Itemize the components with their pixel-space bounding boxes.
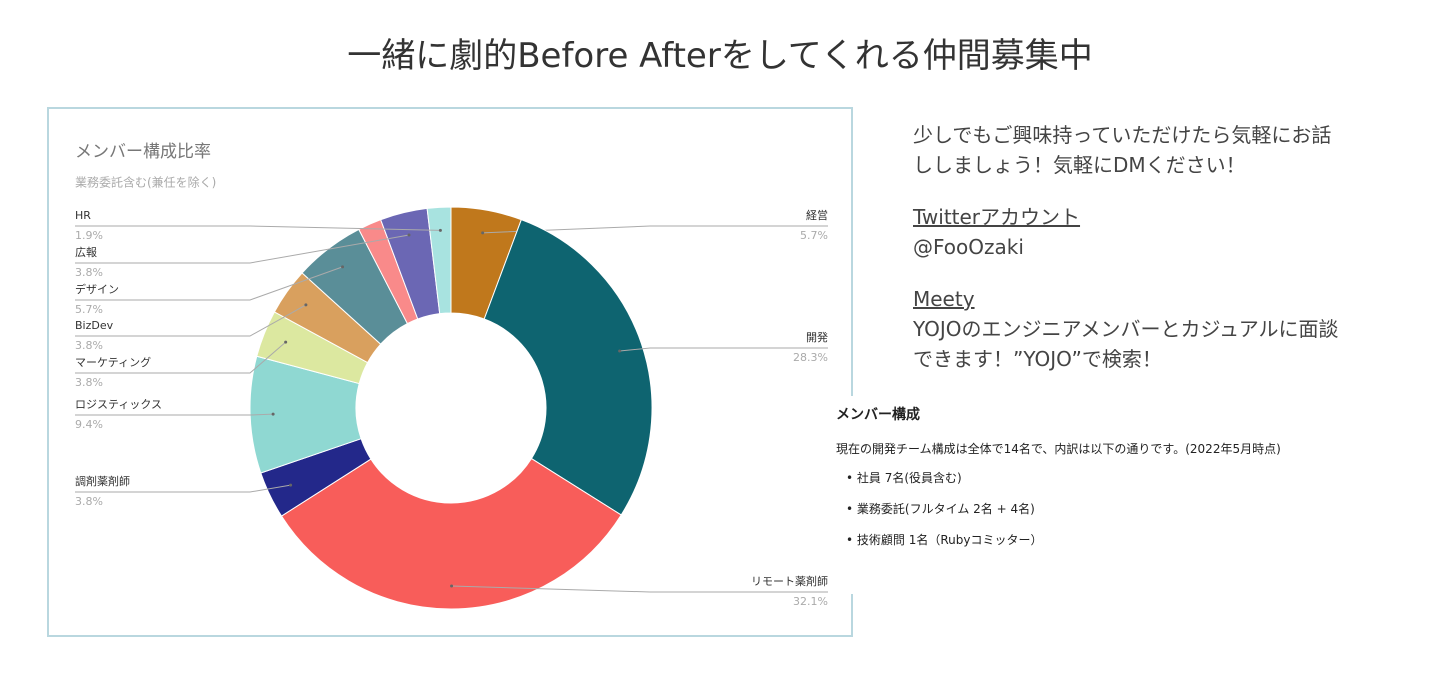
leader-line: [75, 234, 410, 264]
value-label: 9.4%: [75, 418, 103, 431]
slice: [483, 219, 653, 516]
message: 少しでもご興味持っていただけたら気軽にお話 ししましょう！気軽にDMください！ …: [913, 120, 1339, 374]
value-label: 5.7%: [800, 229, 828, 242]
inset-title: メンバー構成: [836, 407, 920, 423]
leader-dot: [284, 340, 288, 344]
leader-dot: [450, 584, 454, 588]
leader-line: [75, 266, 343, 301]
leader-dot: [407, 233, 411, 237]
category-label: マーケティング: [75, 355, 151, 369]
category-label: 広報: [75, 246, 97, 259]
leader-line: [75, 341, 286, 374]
bullet: • 社員 7名(役員含む): [846, 471, 962, 485]
leader-line: [75, 225, 441, 231]
bullet-text: 技術顧問 1名（Rubyコミッター）: [856, 533, 1043, 547]
link[interactable]: Twitterアカウント: [913, 205, 1081, 229]
leader-line: [451, 585, 828, 593]
category-label: リモート薬剤師: [751, 574, 828, 588]
chart-title: メンバー構成比率: [75, 142, 211, 162]
category-label: 経営: [806, 208, 828, 222]
value-label: 5.7%: [75, 303, 103, 316]
category-label: デザイン: [75, 282, 119, 296]
bullet-text: 業務委託(フルタイム 2名 + 4名): [856, 502, 1035, 516]
text: ししましょう！気軽にDMください！: [913, 153, 1246, 177]
leader-dot: [341, 265, 345, 269]
leader-line: [75, 484, 291, 493]
value-label: 3.8%: [75, 339, 103, 352]
text: @FooOzaki: [913, 235, 1024, 259]
leader-dot: [618, 349, 622, 353]
text: YOJOのエンジニアメンバーとカジュアルに面談: [913, 317, 1339, 341]
leader-line: [75, 413, 274, 416]
chart-subtitle: 業務委託含む(兼任を除く): [75, 175, 216, 190]
leader-dot: [438, 228, 442, 232]
inset-text: 現在の開発チーム構成は全体で14名で、内訳は以下の通りです。(2022年5月時点…: [836, 442, 1281, 456]
category-label: 開発: [806, 330, 828, 344]
leader-dot: [304, 303, 308, 307]
slice: [426, 206, 452, 315]
category-label: HR: [75, 209, 91, 222]
value-label: 28.3%: [793, 351, 828, 364]
value-label: 3.8%: [75, 495, 103, 508]
inset: メンバー構成 現在の開発チーム構成は全体で14名で、内訳は以下の通りです。(20…: [832, 396, 1360, 594]
category-label: BizDev: [75, 319, 114, 332]
category-label: 調剤薬剤師: [75, 474, 130, 488]
bullet: • 技術顧問 1名（Rubyコミッター）: [846, 533, 1043, 547]
value-label: 1.9%: [75, 229, 103, 242]
leader-line: [75, 304, 307, 337]
leader-dot: [481, 231, 485, 235]
leader-dot: [271, 412, 275, 416]
text: できます！”YOJO”で検索！: [913, 347, 1162, 371]
text: 少しでもご興味持っていただけたら気軽にお話: [913, 123, 1332, 147]
bullet-text: 社員 7名(役員含む): [856, 471, 962, 485]
slide-title: 一緒に劇的Before Afterをしてくれる仲間募集中: [347, 36, 1093, 76]
leader-line: [619, 347, 828, 352]
value-label: 32.1%: [793, 595, 828, 608]
link[interactable]: Meety: [913, 287, 975, 311]
value-label: 3.8%: [75, 266, 103, 279]
slice: [280, 457, 622, 610]
bullet: • 業務委託(フルタイム 2名 + 4名): [846, 502, 1035, 516]
category-label: ロジスティックス: [75, 398, 162, 411]
leader-dot: [289, 483, 293, 487]
value-label: 3.8%: [75, 376, 103, 389]
